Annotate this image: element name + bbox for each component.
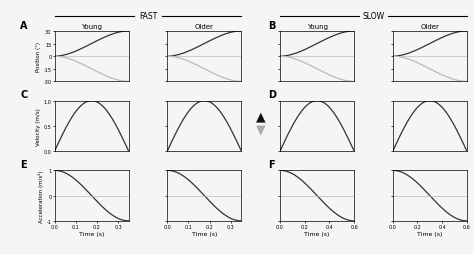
Y-axis label: Position (°): Position (°)	[36, 42, 41, 72]
X-axis label: Time (s): Time (s)	[417, 231, 443, 236]
Title: Older: Older	[420, 24, 439, 30]
Text: F: F	[268, 160, 275, 169]
Text: ▲: ▲	[256, 110, 265, 123]
Text: A: A	[20, 21, 28, 30]
Text: E: E	[20, 160, 27, 169]
X-axis label: Time (s): Time (s)	[79, 231, 104, 236]
X-axis label: Time (s): Time (s)	[304, 231, 330, 236]
Text: ▼: ▼	[256, 122, 265, 135]
Text: FAST: FAST	[139, 12, 157, 21]
Title: Older: Older	[195, 24, 214, 30]
Text: SLOW: SLOW	[363, 12, 384, 21]
Title: Young: Young	[81, 24, 102, 30]
X-axis label: Time (s): Time (s)	[191, 231, 217, 236]
Text: B: B	[268, 21, 275, 30]
Y-axis label: Velocity (m/s): Velocity (m/s)	[36, 107, 41, 145]
Text: C: C	[20, 90, 27, 100]
Y-axis label: Acceleration (m/s²): Acceleration (m/s²)	[37, 170, 44, 222]
Text: D: D	[268, 90, 276, 100]
Title: Young: Young	[307, 24, 328, 30]
